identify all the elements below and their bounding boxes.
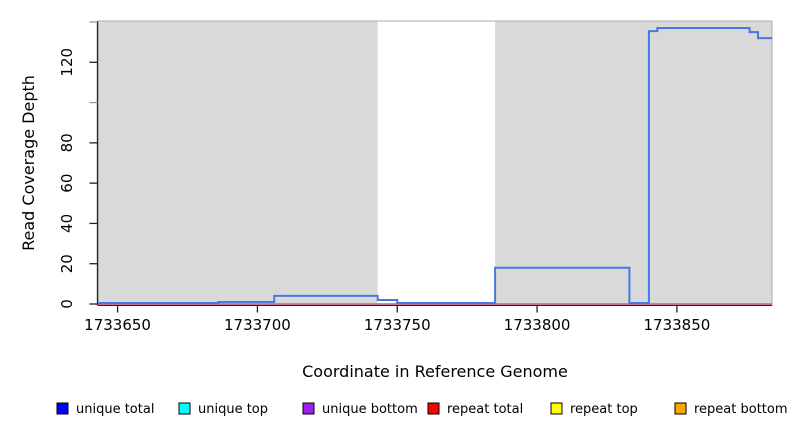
x-tick-label: 1733650 <box>84 316 151 334</box>
legend-label-repeat-total: repeat total <box>447 402 523 417</box>
legend-label-repeat-top: repeat top <box>570 402 638 417</box>
shaded-region <box>98 21 378 305</box>
shaded-regions-layer <box>98 21 772 305</box>
y-tick-label: 80 <box>58 133 76 152</box>
unique-total-line <box>98 27 772 304</box>
x-tick-label: 1733850 <box>644 316 711 334</box>
y-tick-label: 40 <box>58 214 76 233</box>
y-tick-label: 0 <box>58 299 76 309</box>
y-tick-label: 120 <box>58 48 76 77</box>
y-tick-label: 20 <box>58 254 76 273</box>
x-tick-label: 1733800 <box>504 316 571 334</box>
x-tick-label: 1733700 <box>224 316 291 334</box>
x-tick-label: 1733750 <box>364 316 431 334</box>
axes-layer: 0 20 40 60 80 120 1733650 1733700 1733750 1733800… <box>58 21 772 334</box>
legend-label-unique-top: unique top <box>198 402 268 417</box>
legend-swatch-repeat-bottom <box>674 402 687 415</box>
legend-swatch-repeat-total <box>427 402 440 415</box>
x-axis-title: Coordinate in Reference Genome <box>302 362 568 381</box>
y-tick-label: 60 <box>58 174 76 193</box>
legend-swatch-repeat-top <box>550 402 563 415</box>
legend-label-repeat-bottom: repeat bottom <box>694 402 788 417</box>
legend: unique total unique top unique bottom repea… <box>56 402 788 417</box>
y-axis-title: Read Coverage Depth <box>19 75 38 251</box>
legend-label-unique-total: unique total <box>76 402 154 417</box>
shaded-region <box>495 21 772 305</box>
legend-label-unique-bottom: unique bottom <box>322 402 418 417</box>
series-layer <box>98 27 772 305</box>
legend-swatch-unique-top <box>178 402 191 415</box>
legend-swatch-unique-bottom <box>302 402 315 415</box>
legend-swatch-unique-total <box>56 402 69 415</box>
